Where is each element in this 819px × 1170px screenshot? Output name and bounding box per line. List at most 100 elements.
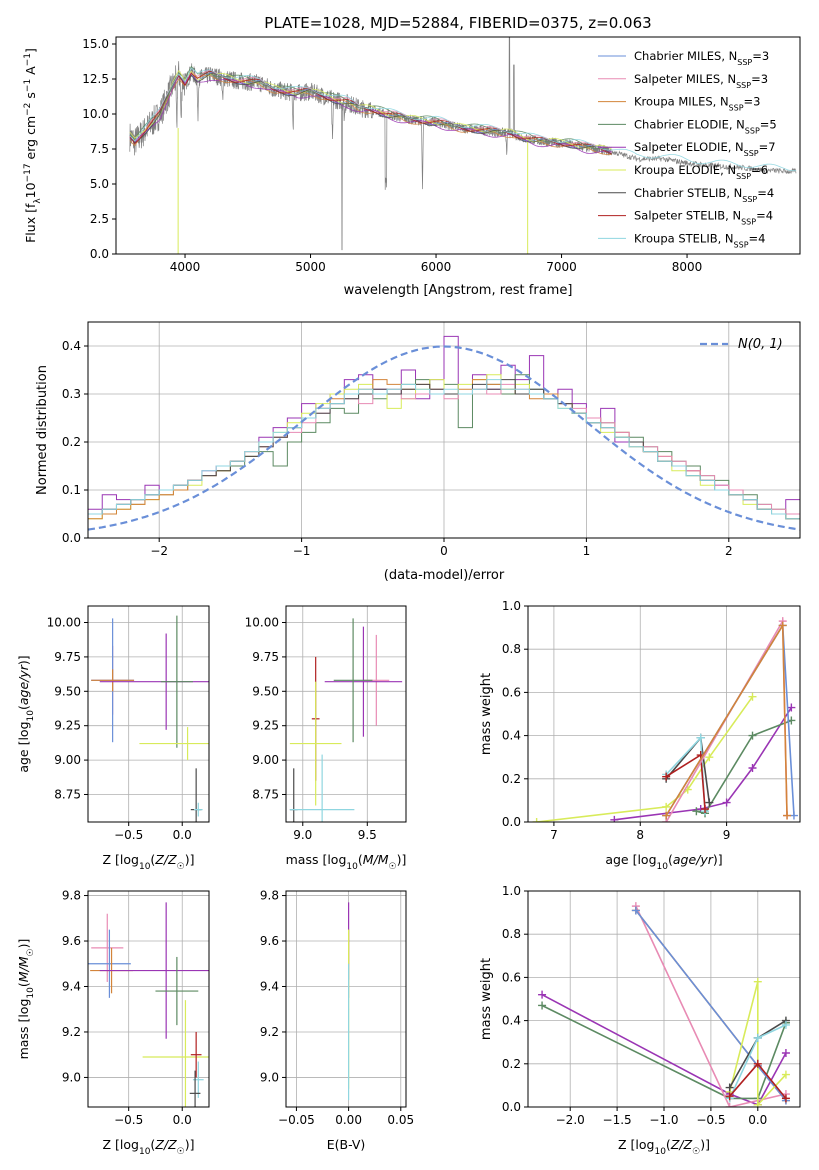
x-tick-label: 9: [723, 828, 731, 842]
y-tick-label: 9.25: [54, 719, 81, 733]
y-tick-label: 0.4: [502, 1014, 521, 1028]
y-axis-label: mass weight: [479, 958, 494, 1040]
weight-marker: [748, 731, 757, 740]
y-tick-label: 5.0: [90, 177, 109, 191]
y-tick-label: 9.4: [260, 979, 279, 993]
weight-marker: [725, 1083, 734, 1092]
y-axis-label: mass [log10(M/M☉)]: [16, 939, 36, 1060]
legend-entry: Salpeter MILES, NSSP=3: [634, 72, 768, 90]
y-tick-label: 9.75: [54, 650, 81, 664]
weight-series-0: [541, 993, 787, 1106]
x-tick-label: 0.00: [335, 1113, 362, 1127]
y-tick-label: 0.0: [90, 247, 109, 261]
weight-marker: [789, 811, 798, 820]
y-tick-label: 9.0: [260, 1070, 279, 1084]
y-tick-label: 0.2: [502, 772, 521, 786]
plot-area-weight-vs-age: [532, 617, 798, 822]
x-tick-label: −1: [293, 544, 311, 558]
y-tick-label: 0.3: [62, 387, 81, 401]
y-axis-label: Normed distribution: [35, 365, 50, 495]
x-axis-label: Z [log10(Z/Z☉)]: [103, 1137, 195, 1157]
y-tick-label: 9.2: [260, 1025, 279, 1039]
normal-reference-curve: [88, 345, 800, 531]
weight-marker: [783, 811, 792, 820]
weight-marker: [631, 906, 640, 915]
x-tick-label: 4000: [170, 260, 201, 274]
y-tick-label: 9.25: [252, 719, 279, 733]
x-tick-label: 1: [583, 544, 591, 558]
weight-marker: [753, 1059, 762, 1068]
legend-entry: Kroupa STELIB, NSSP=4: [634, 231, 765, 249]
y-tick-label: 9.4: [62, 979, 81, 993]
y-tick-label: 0.4: [62, 339, 81, 353]
y-tick-label: 7.5: [90, 142, 109, 156]
x-axis-label: (data-model)/error: [384, 568, 505, 583]
y-tick-label: 0.4: [502, 729, 521, 743]
model-line-8: [129, 67, 797, 172]
axes-frame: [285, 890, 407, 1108]
weight-marker: [748, 692, 757, 701]
weight-series-2: [635, 905, 787, 1107]
y-tick-label: 10.0: [82, 107, 109, 121]
plot-area-weight-vs-z: [538, 902, 790, 1107]
weight-marker: [662, 811, 671, 820]
weight-marker: [692, 807, 701, 816]
axes-frame: [527, 605, 801, 823]
chart-age-vs-z: −0.5 0.0 8.75 9.00 9.25 9.50 9.75 10.00 Z [log10…: [16, 605, 210, 872]
model-line-5: [129, 69, 612, 150]
plot-area-mass-vs-ebv: [348, 902, 350, 1101]
x-axis-label: wavelength [Angstrom, rest frame]: [344, 283, 573, 298]
y-tick-label: 0.2: [502, 1057, 521, 1071]
y-tick-label: 0.8: [502, 927, 521, 941]
x-tick-label: 7: [550, 828, 558, 842]
y-tick-label: 0.6: [502, 970, 521, 984]
y-tick-label: 8.75: [252, 787, 279, 801]
plot-area-age-vs-mass: [289, 618, 403, 822]
weight-marker: [725, 1092, 734, 1101]
y-axis-label: mass weight: [479, 673, 494, 755]
weight-marker: [538, 990, 547, 999]
y-tick-label: 15.0: [82, 37, 109, 51]
chart-title: PLATE=1028, MJD=52884, FIBERID=0375, z=0…: [264, 14, 651, 32]
weight-series-4: [665, 735, 706, 812]
weight-marker: [748, 764, 757, 772]
weight-marker: [781, 1094, 790, 1103]
y-tick-label: 0.0: [62, 531, 81, 545]
weight-marker: [781, 1070, 790, 1079]
legend-entry: Kroupa ELODIE, NSSP=6: [634, 163, 768, 181]
x-axis-label: Z [log10(Z/Z☉)]: [618, 1137, 710, 1157]
y-tick-label: 0.0: [502, 815, 521, 829]
chart-mass-vs-ebv: −0.05 0.00 0.05 9.0 9.2 9.4 9.6 9.8: [260, 889, 414, 1127]
legend-entry: Chabrier ELODIE, NSSP=5: [634, 117, 777, 135]
chart-weight-vs-age: 7 8 9 0.0 0.2 0.4 0.6 0.8 1.0 age [log10(age/yr)]…: [479, 599, 801, 872]
y-tick-label: 9.75: [252, 650, 279, 664]
axes-frame: [87, 890, 210, 1108]
y-tick-label: 0.6: [502, 685, 521, 699]
weight-marker: [705, 798, 714, 807]
x-tick-label: 0.05: [387, 1113, 414, 1127]
x-tick-label: 0.0: [173, 1113, 192, 1127]
y-tick-label: 1.0: [502, 884, 521, 898]
axes-frame: [285, 605, 407, 823]
x-tick-label: −1.0: [649, 1113, 678, 1127]
axes-frame: [87, 605, 210, 823]
y-tick-label: 2.5: [90, 212, 109, 226]
axes-frame: [115, 36, 801, 255]
legend-entry: Chabrier MILES, NSSP=3: [634, 49, 769, 67]
weight-marker: [701, 805, 710, 814]
weight-series-7: [665, 622, 795, 816]
spectrum-data-line: [129, 37, 612, 251]
y-tick-label: 9.0: [62, 1070, 81, 1084]
weight-marker: [725, 1103, 734, 1107]
x-tick-label: −2: [150, 544, 168, 558]
x-axis-label: age [log10(age/yr)]: [605, 852, 722, 872]
y-tick-label: 1.0: [502, 599, 521, 613]
y-tick-label: 9.8: [62, 889, 81, 903]
x-tick-label: −0.05: [278, 1113, 315, 1127]
chart-age-vs-mass: 9.0 9.5 8.75 9.00 9.25 9.50 9.75 10.00 mass [log…: [245, 605, 407, 872]
weight-series-5: [728, 981, 787, 1107]
y-tick-label: 9.6: [62, 934, 81, 948]
weight-marker: [705, 753, 714, 762]
weight-marker: [662, 802, 671, 811]
chart-spectrum: 4000 5000 6000 7000 8000 0.0 2.5 5.0 7.5 10.0 12.5…: [23, 14, 801, 298]
